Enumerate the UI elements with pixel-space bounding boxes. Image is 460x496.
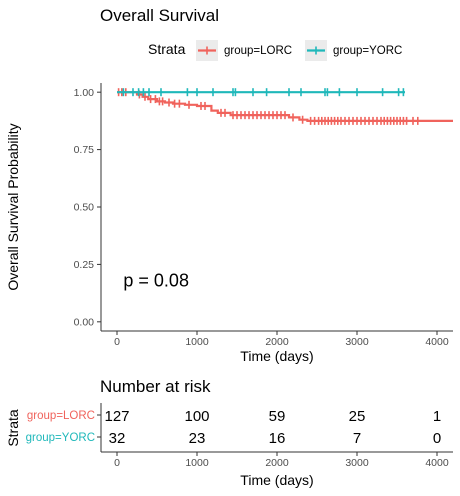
x-tick-label: 0 bbox=[114, 336, 120, 348]
x-tick-label: 4000 bbox=[425, 336, 449, 348]
risk-table-rows: group=LORC 127 100 59 25 1 group=YORC 32 23 16 7 0 bbox=[26, 408, 442, 447]
risk-count: 1 bbox=[433, 408, 441, 425]
risk-count: 32 bbox=[109, 430, 126, 447]
risk-strata-label: group=LORC bbox=[27, 410, 95, 422]
y-tick-label: 0.25 bbox=[74, 259, 95, 271]
risk-table-title: Number at risk bbox=[100, 377, 211, 396]
plot-area: 0.00 0.25 0.50 0.75 1.00 0 1000 2000 3000 4000 p… bbox=[74, 83, 453, 348]
legend-label-yorc: group=YORC bbox=[333, 45, 402, 57]
y-axis-title: Overall Survival Probability bbox=[5, 123, 21, 290]
risk-x-tick-label: 4000 bbox=[425, 457, 449, 469]
x-axis-title: Time (days) bbox=[240, 348, 313, 364]
risk-count: 25 bbox=[349, 408, 366, 425]
risk-count: 0 bbox=[433, 430, 441, 447]
x-tick-label: 2000 bbox=[265, 336, 289, 348]
risk-x-axis-ticks: 0 1000 2000 3000 4000 bbox=[114, 452, 449, 469]
risk-count: 23 bbox=[189, 430, 206, 447]
risk-x-tick-label: 2000 bbox=[265, 457, 289, 469]
x-axis-ticks: 0 1000 2000 3000 4000 bbox=[114, 331, 449, 348]
risk-x-tick-label: 1000 bbox=[185, 457, 209, 469]
y-tick-label: 0.50 bbox=[74, 202, 95, 214]
y-tick-label: 0.00 bbox=[74, 316, 95, 328]
legend-label-lorc: group=LORC bbox=[224, 45, 292, 57]
risk-count: 59 bbox=[269, 408, 286, 425]
p-value-annotation: p = 0.08 bbox=[123, 270, 189, 290]
chart-title: Overall Survival bbox=[100, 6, 219, 25]
survival-curves bbox=[117, 88, 453, 125]
y-tick-label: 1.00 bbox=[74, 87, 95, 99]
risk-y-axis-title: Strata bbox=[5, 409, 21, 447]
risk-count: 127 bbox=[104, 408, 129, 425]
risk-count: 7 bbox=[353, 430, 361, 447]
risk-x-axis-title: Time (days) bbox=[240, 472, 313, 488]
y-axis-ticks: 0.00 0.25 0.50 0.75 1.00 bbox=[74, 87, 101, 328]
risk-strata-label: group=YORC bbox=[26, 432, 95, 444]
risk-x-tick-label: 3000 bbox=[345, 457, 369, 469]
risk-count: 16 bbox=[269, 430, 286, 447]
x-tick-label: 3000 bbox=[345, 336, 369, 348]
legend: Strata group=LORC group=YORC bbox=[148, 40, 402, 61]
risk-x-tick-label: 0 bbox=[114, 457, 120, 469]
y-tick-label: 0.75 bbox=[74, 144, 95, 156]
legend-title: Strata bbox=[148, 41, 186, 57]
risk-count: 100 bbox=[184, 408, 209, 425]
curve-lorc bbox=[117, 91, 453, 122]
x-tick-label: 1000 bbox=[185, 336, 209, 348]
